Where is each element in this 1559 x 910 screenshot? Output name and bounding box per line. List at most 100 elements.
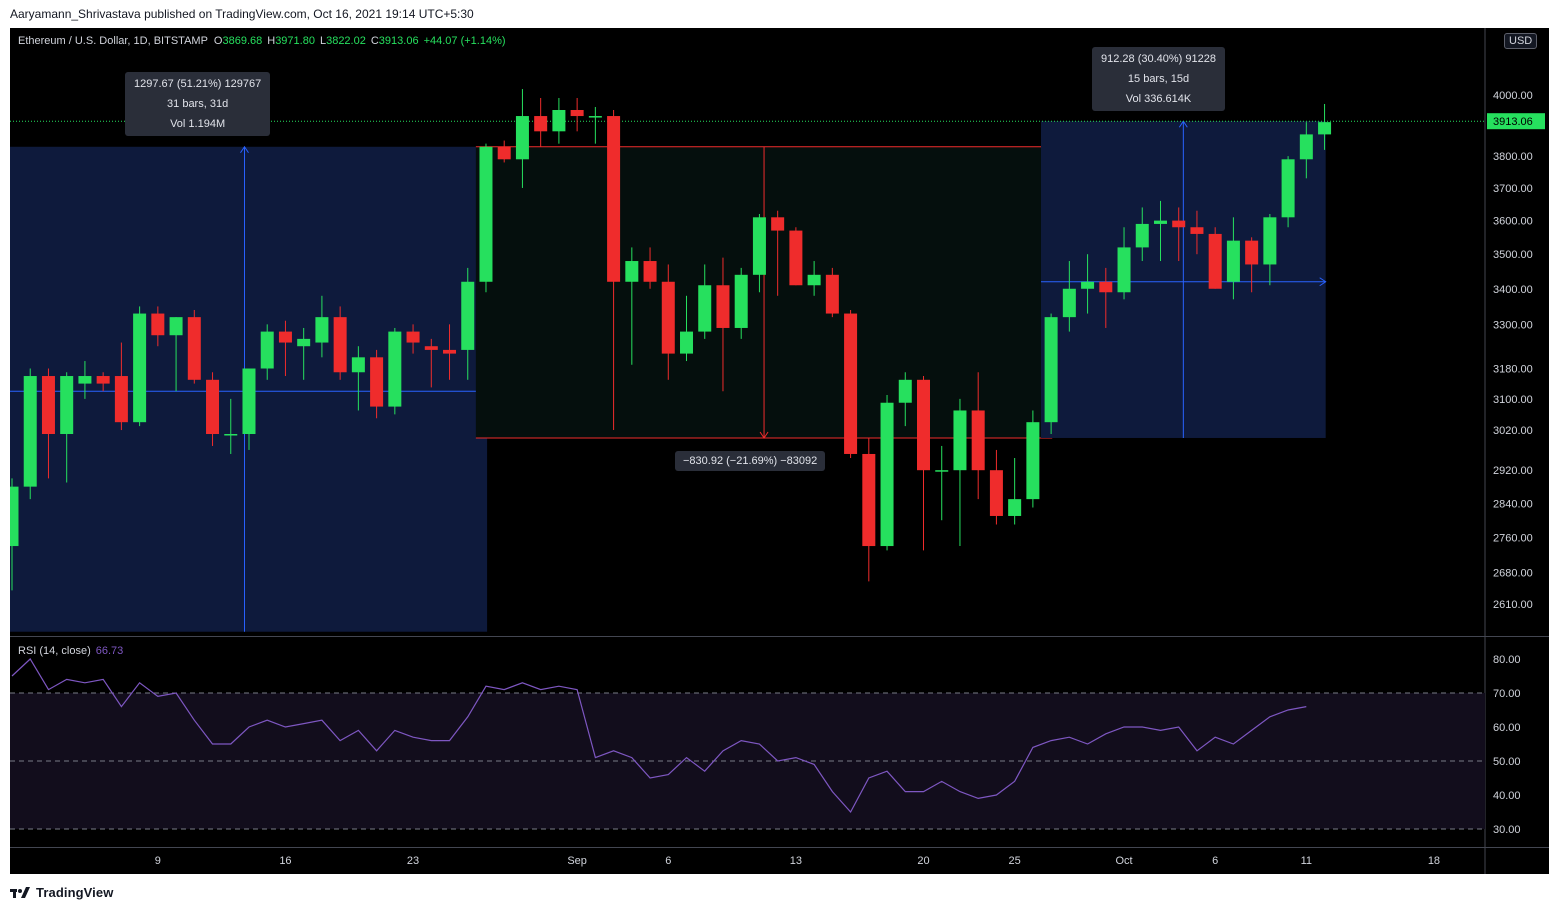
candle-body-down (443, 349, 457, 354)
candle-body-up (351, 357, 365, 373)
price-tick-label: 3600.00 (1493, 216, 1533, 228)
measure-1-bars: 31 bars, 31d (167, 98, 229, 110)
price-tick-label: 3100.00 (1493, 394, 1533, 406)
price-tick-label: 3800.00 (1493, 151, 1533, 163)
price-tick-label: 3180.00 (1493, 364, 1533, 376)
candle-body-down (716, 285, 730, 328)
candle-body-up (297, 338, 311, 347)
time-tick-label: 18 (1428, 855, 1440, 867)
close-label: C (370, 35, 379, 47)
chart-frame[interactable]: 4000.00 3800.00 3700.00 3600.00 3500.00 3400.… (10, 28, 1549, 874)
candle-body-up (1008, 499, 1022, 516)
price-scale-background (1485, 28, 1549, 874)
candle-body-up (898, 379, 912, 403)
candle-body-down (643, 261, 657, 282)
rsi-label: RSI (14, close) (18, 645, 91, 657)
price-tick-label: 3020.00 (1493, 425, 1533, 437)
candle-body-down (278, 331, 292, 343)
candle-body-up (1153, 220, 1167, 224)
candle-body-up (807, 274, 821, 286)
candle-body-down (187, 317, 201, 380)
price-tick-label: 3700.00 (1493, 183, 1533, 195)
candle-body-down (825, 274, 839, 314)
footer-brand: TradingView (36, 884, 114, 900)
candle-body-up (10, 486, 19, 547)
candle-body-down (1099, 281, 1113, 293)
rsi-tick-label: 30.00 (1493, 824, 1521, 836)
footer: TradingView (10, 883, 113, 901)
candle-body-up (515, 116, 529, 160)
time-tick-label: 16 (279, 855, 291, 867)
time-tick-label: 13 (790, 855, 802, 867)
candle-body-up (880, 402, 894, 547)
candle-body-down (534, 116, 548, 132)
candle-body-down (607, 116, 621, 282)
candle-body-down (114, 376, 128, 423)
candle-body-down (406, 331, 420, 343)
low-label: L (319, 35, 327, 47)
candle-body-up (1044, 317, 1058, 423)
chart-svg[interactable]: 4000.00 3800.00 3700.00 3600.00 3500.00 3400.… (10, 28, 1549, 874)
candle-body-down (1245, 240, 1259, 265)
candle-body-down (370, 357, 384, 407)
candle-body-down (570, 109, 584, 117)
candle-body-up (260, 331, 274, 369)
rsi-line (11, 658, 1307, 814)
rsi-tick-label: 50.00 (1493, 756, 1521, 768)
measure-label-1: 1297.67 (51.21%) 129767 31 bars, 31d Vol… (125, 72, 271, 136)
high-label: H (267, 35, 276, 47)
currency-button[interactable]: USD (1504, 33, 1538, 49)
open-label: O (213, 35, 223, 47)
rsi-tick-label: 70.00 (1493, 688, 1521, 700)
candle-body-up (78, 376, 92, 384)
measure-2-change: −830.92 (−21.69%) −83092 (683, 455, 818, 467)
price-tick-label: 3500.00 (1493, 249, 1533, 261)
candle-body-down (917, 379, 930, 471)
last-price-marker-text: 3913.06 (1493, 116, 1533, 128)
candle-body-down (971, 410, 985, 471)
measure-1-change: 1297.67 (51.21%) 129767 (134, 78, 262, 90)
candle-body-down (424, 346, 438, 350)
candle-body-up (1281, 159, 1295, 218)
low-value: 3822.02 (326, 35, 366, 47)
candle-body-down (844, 313, 858, 454)
price-tick-label: 3300.00 (1493, 319, 1533, 331)
candle-body-down (789, 230, 803, 286)
candle-body-up (60, 376, 74, 435)
candle-body-up (1135, 223, 1149, 248)
candle-body-up (734, 274, 748, 328)
candle-body-up (133, 313, 147, 423)
candle-body-up (1081, 281, 1095, 289)
open-value: 3869.68 (222, 35, 263, 47)
price-tick-label: 2680.00 (1493, 567, 1533, 579)
candle-body-down (661, 281, 675, 354)
publisher-line: Aaryamann_Shrivastava published on Tradi… (10, 7, 474, 21)
candle-body-down (862, 453, 876, 547)
measure-range-3-arrowhead-right (1319, 277, 1327, 287)
high-value: 3971.80 (275, 35, 315, 47)
candle-body-up (698, 285, 712, 332)
candle-body-down (151, 313, 165, 336)
time-tick-label: 23 (407, 855, 419, 867)
candle-body-up (1062, 288, 1076, 318)
close-value: 3913.06 (378, 35, 419, 47)
tradingview-logo-icon (10, 887, 30, 898)
candle-body-up (935, 470, 949, 472)
time-tick-label: Oct (1115, 855, 1132, 867)
measure-range-1-arrowhead-up (240, 145, 249, 154)
candle-body-down (1190, 227, 1204, 234)
candle-body-up (1263, 217, 1277, 265)
measure-3-change: 912.28 (30.40%) 91228 (1101, 53, 1216, 65)
candle-body-up (224, 434, 238, 436)
measure-label-2: −830.92 (−21.69%) −83092 (675, 451, 826, 471)
change-value: +44.07 (+1.14%) (423, 35, 506, 47)
rsi-legend: RSI (14, close) 66.73 (18, 645, 123, 657)
candle-body-up (169, 317, 183, 336)
last-price-marker (1487, 113, 1545, 130)
candle-body-up (315, 317, 329, 343)
candle-body-down (989, 470, 1003, 516)
candle-body-up (1117, 247, 1131, 293)
candle-body-down (497, 146, 511, 160)
rsi-tick-label: 60.00 (1493, 722, 1521, 734)
time-tick-label: 6 (1212, 855, 1218, 867)
